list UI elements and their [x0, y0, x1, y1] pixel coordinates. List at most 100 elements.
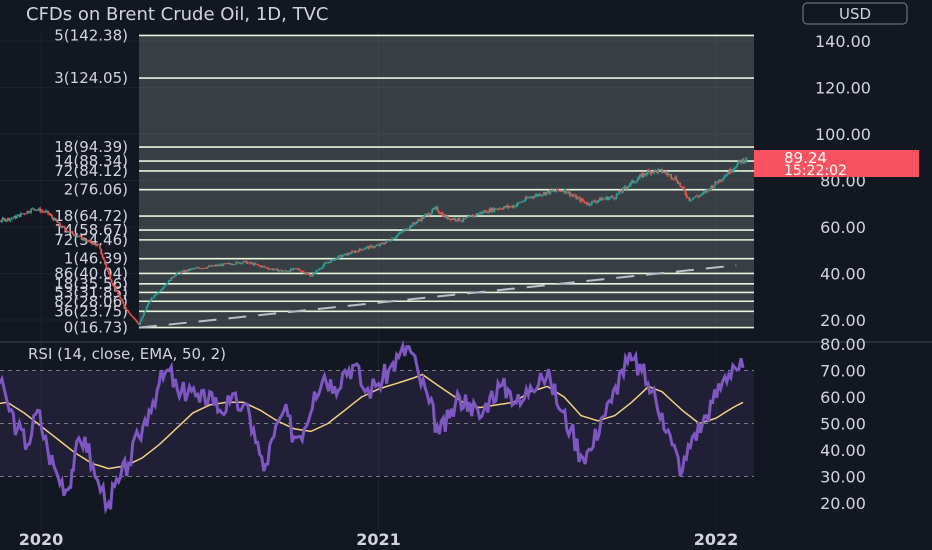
- candle-body: [684, 190, 687, 195]
- candle-body: [537, 194, 540, 196]
- candle-body: [204, 267, 206, 269]
- candle-body: [446, 216, 449, 220]
- candle-body: [557, 188, 560, 191]
- candle-body: [579, 197, 582, 202]
- candle-body: [696, 195, 698, 197]
- candle-body: [196, 267, 199, 269]
- candle-body: [578, 197, 580, 199]
- candle-body: [602, 198, 605, 200]
- candle-body: [67, 231, 70, 233]
- candle-body: [262, 266, 265, 267]
- candle-body: [653, 169, 656, 173]
- candle-body: [337, 255, 340, 259]
- candle-body: [192, 268, 195, 270]
- candle-body: [652, 171, 654, 173]
- candle-body: [670, 174, 672, 179]
- candle-body: [348, 253, 351, 254]
- candle-body: [448, 218, 451, 220]
- rsi-axis[interactable]: 80.00 70.00 60.00 50.00 40.00 30.00 20.00: [820, 335, 866, 513]
- candle-body: [389, 240, 392, 242]
- candle-body: [178, 271, 181, 273]
- fib-level-label: 1(46.39): [64, 250, 128, 268]
- candle-body: [396, 235, 399, 237]
- candle-body: [484, 210, 487, 213]
- candle-body: [566, 192, 569, 194]
- candle-body: [424, 214, 427, 216]
- candle-body: [239, 262, 242, 264]
- candle-body: [492, 208, 495, 212]
- candle-body: [38, 208, 40, 210]
- candle-body: [676, 180, 679, 184]
- candle-body: [588, 202, 591, 205]
- candle-body: [34, 209, 36, 211]
- last-price-background: [754, 150, 919, 177]
- candle-body: [61, 226, 64, 228]
- rsi-axis-label: 40.00: [820, 441, 866, 460]
- candle-body: [568, 191, 571, 196]
- currency-badge[interactable]: [802, 2, 908, 25]
- candle-body: [327, 262, 330, 264]
- candle-body: [319, 268, 322, 270]
- candle-body: [572, 195, 575, 197]
- candle-body: [587, 202, 589, 205]
- candle-body: [431, 209, 434, 213]
- candle-body: [493, 208, 496, 212]
- candle-body: [496, 208, 499, 210]
- candle-body: [382, 243, 384, 244]
- candle-body: [0, 221, 3, 222]
- candle-body: [549, 189, 552, 194]
- price-axis-label: 140.00: [815, 32, 871, 51]
- candle-body: [720, 179, 723, 181]
- candle-body: [153, 295, 156, 298]
- candle-body: [95, 243, 97, 246]
- candle-body: [76, 236, 79, 238]
- currency-label: USD: [839, 5, 871, 23]
- candle-body: [10, 218, 13, 220]
- candle-body: [333, 258, 336, 261]
- last-price-tag: 89.24 15:22:02: [754, 149, 919, 179]
- candle-body: [415, 221, 418, 224]
- fib-shaded-zone: [139, 35, 754, 328]
- candle-body: [87, 239, 90, 242]
- candle-body: [616, 193, 619, 195]
- candle-body: [626, 187, 628, 189]
- candle-body: [232, 264, 235, 266]
- candle-body: [171, 277, 174, 279]
- candle-body: [374, 245, 377, 248]
- candle-body: [66, 231, 69, 233]
- time-axis[interactable]: 2020 2021 2022: [19, 530, 739, 549]
- candle-body: [593, 200, 596, 202]
- candle-body: [184, 270, 187, 272]
- candle-body: [349, 253, 352, 255]
- candle-body: [692, 197, 695, 200]
- candle-body: [454, 218, 457, 221]
- candle-body: [570, 194, 573, 196]
- candle-body: [313, 272, 316, 274]
- candle-body: [176, 271, 179, 274]
- candle-body: [666, 173, 669, 175]
- candle-body: [100, 248, 103, 255]
- candle-body: [309, 274, 312, 277]
- candle-body: [479, 212, 482, 214]
- candle-body: [45, 210, 48, 212]
- candle-body: [198, 268, 201, 269]
- candle-body: [162, 286, 165, 289]
- candle-body: [311, 273, 314, 276]
- candle-body: [352, 251, 354, 253]
- candle-body: [565, 188, 567, 193]
- candle-body: [237, 262, 240, 264]
- candle-body: [143, 312, 145, 316]
- candle-body: [658, 169, 661, 171]
- candle-body: [672, 178, 675, 180]
- candle-body: [293, 268, 296, 270]
- candle-body: [379, 243, 382, 246]
- candle-body: [540, 195, 543, 197]
- candle-body: [563, 188, 566, 193]
- fib-level-label: 5(142.38): [54, 26, 128, 44]
- candle-body: [548, 190, 550, 194]
- candle-body: [234, 264, 236, 265]
- candle-body: [628, 184, 631, 187]
- candle-body: [371, 245, 374, 248]
